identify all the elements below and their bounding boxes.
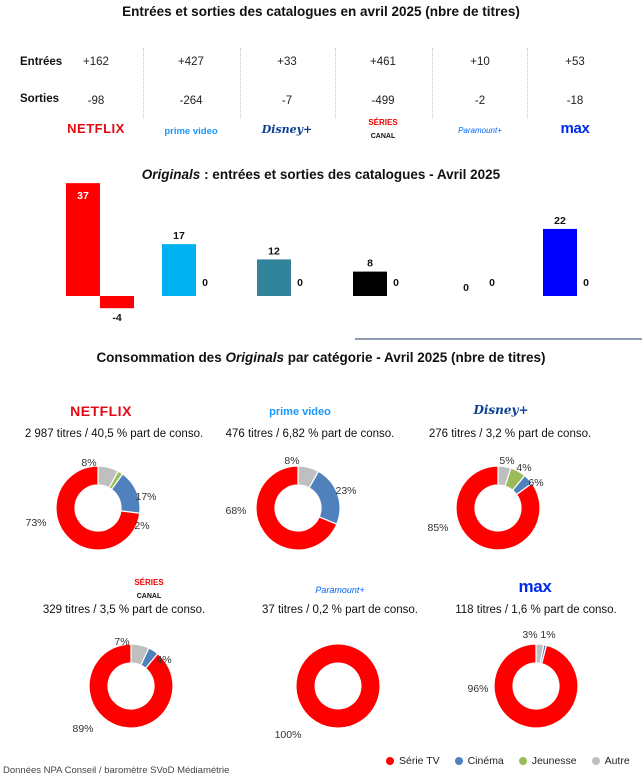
donut-2-slice-0 [455,465,541,551]
entrees-canal: +461 [370,56,396,68]
bar-label-entrees-5: 22 [554,215,566,227]
paramount-plus-logo: Paramount+ [458,126,502,135]
sorties-max: -18 [566,95,584,107]
entrees-prime: +427 [178,56,204,68]
donut-1-label-1: 23% [335,485,356,497]
donut-5-label-3: 3% [522,629,537,641]
donut-2-label-1: 4% [516,462,531,474]
bar-label-entrees-0: 37 [77,190,89,202]
divider [335,48,336,118]
legend-item-serie-tv: Série TV [386,755,440,767]
entrees-netflix: +162 [83,56,109,68]
donut-2-label-2: 6% [528,477,543,489]
netflix-logo: NETFLIX [67,121,125,136]
donut-0-label-2: 2% [134,520,149,532]
bar-label-sorties-0: -4 [112,312,121,324]
paramount-plus-logo: Paramount+ [315,585,365,595]
netflix-logo: NETFLIX [70,403,132,419]
bar-label-sorties-5: 0 [583,277,589,289]
sorties-disney: -7 [281,95,293,107]
sorties-prime: -264 [179,95,203,107]
prime-video-logo: prime video [269,406,331,418]
originals-title: Originals : entrées et sorties des catal… [141,167,501,182]
donut-5-label-1: 1% [540,629,555,641]
bar-entrees-3 [353,271,387,296]
service-info-disney: 276 titres / 3,2 % part de conso. [428,428,592,440]
divider [527,48,528,118]
bar-entrees-2 [257,259,291,296]
donut-4-slice-0 [295,643,381,729]
bar-entrees-0 [66,183,100,296]
donut-1-label-3: 8% [284,455,299,467]
bar-label-entrees-1: 17 [173,230,185,242]
bar-label-sorties-1: 0 [202,277,208,289]
donut-5-label-0: 96% [467,683,488,695]
sorties-netflix: -98 [87,95,105,107]
divider [240,48,241,118]
sorties-canal: -499 [371,95,395,107]
canal-series-logo: SÉRIES CANAL [134,578,164,601]
legend-item-cinema: Cinéma [454,755,504,767]
consumption-title: Consommation des Originals par catégorie… [96,350,546,365]
legend-item-autre: Autre [591,755,630,767]
donut-1-slice-1 [308,470,341,526]
divider [432,48,433,118]
bar-label-entrees-2: 12 [268,245,280,257]
source-note: Données NPA Conseil / baromètre SVoD Méd… [3,765,230,776]
entrees-disney: +33 [277,56,297,68]
bar-label-sorties-3: 0 [393,277,399,289]
donut-0-label-1: 17% [135,491,156,503]
divider [143,48,144,118]
donut-3-label-0: 89% [72,723,93,735]
bar-entrees-1 [162,244,196,296]
bar-label-sorties-4: 0 [489,277,495,289]
donut-2-label-0: 85% [427,522,448,534]
donut-5-slice-0 [493,643,579,729]
prime-video-logo: prime video [164,126,218,137]
canal-series-logo: SÉRIES CANAL [368,118,398,141]
legend-item-jeunesse: Jeunesse [518,755,577,767]
service-info-canal: 329 titres / 3,5 % part de conso. [42,604,206,616]
disney-plus-logo: Disney+ [473,403,529,417]
max-logo: max [560,120,590,137]
donut-0-label-3: 8% [81,457,96,469]
donut-0-label-0: 73% [25,517,46,529]
donut-1-label-0: 68% [225,505,246,517]
entrees-max: +53 [565,56,585,68]
service-info-prime: 476 titres / 6,82 % part de conso. [225,428,395,440]
donut-2-label-3: 5% [499,455,514,467]
donut-3-label-3: 7% [114,636,129,648]
donut-1-slice-0 [255,465,338,551]
sorties-paramount: -2 [474,95,486,107]
donut-3-slice-0 [88,643,174,729]
entrees-paramount: +10 [470,56,490,68]
bar-label-sorties-2: 0 [297,277,303,289]
disney-plus-logo: Disney+ [261,123,313,136]
chart-legend: Série TV Cinéma Jeunesse Autre [374,755,630,767]
service-info-netflix: 2 987 titres / 40,5 % part de conso. [24,428,204,440]
service-info-max: 118 titres / 1,6 % part de conso. [455,604,617,616]
bar-entrees-5 [543,228,577,296]
service-info-paramount: 37 titres / 0,2 % part de conso. [262,604,418,616]
bar-label-entrees-4: 0 [463,282,469,294]
row-label-entrees: Entrées [20,56,63,68]
bar-sorties-0 [100,296,134,309]
main-title: Entrées et sorties des catalogues en avr… [122,4,520,19]
bar-label-entrees-3: 8 [367,258,373,270]
max-logo: max [518,577,552,596]
row-label-sorties: Sorties [20,93,59,105]
donut-0-slice-0 [55,465,141,551]
donut-4-label-0: 100% [275,729,302,741]
donut-3-label-1: 4% [156,654,171,666]
